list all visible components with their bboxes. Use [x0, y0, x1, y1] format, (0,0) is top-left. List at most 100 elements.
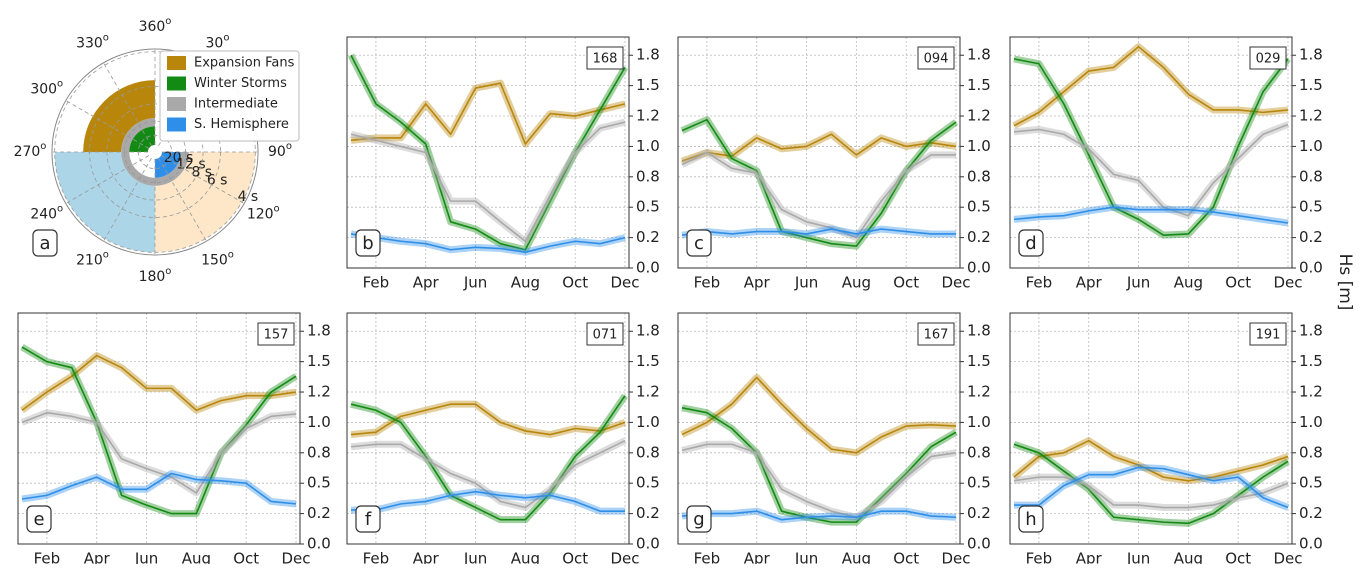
panel-label: b [362, 233, 373, 254]
angle-value: 240 [30, 207, 57, 223]
line [350, 54, 626, 251]
wedge [155, 152, 256, 253]
y-tick-label: 1.0 [1299, 413, 1323, 431]
y-tick-label: 0.5 [1299, 474, 1323, 492]
y-tick-label: 1.8 [1299, 46, 1323, 64]
y-tick-label: 0.2 [967, 504, 991, 522]
y-tick-label: 0.2 [1299, 504, 1323, 522]
y-tick-label: 0.2 [1299, 228, 1323, 246]
plot-frame [1009, 312, 1293, 545]
x-tick-label: Dec [941, 550, 970, 565]
y-tick-label: 1.8 [1299, 322, 1323, 340]
angle-tick-label: 180o [139, 266, 172, 285]
panel-label-box [1018, 505, 1044, 533]
x-tick-label: Feb [363, 550, 390, 565]
x-tick-label: Oct [233, 550, 259, 565]
panel-label-box [355, 505, 381, 533]
angle-value: 120 [247, 207, 274, 223]
panel-label: c [694, 233, 704, 254]
line [1013, 123, 1289, 217]
y-tick-label: 0.0 [967, 535, 991, 553]
x-tick-label: Apr [1076, 274, 1103, 292]
y-tick-label: 0.8 [636, 167, 660, 185]
angle-unit: o [228, 249, 234, 260]
y-tick-label: 1.0 [636, 413, 660, 431]
station-id: 157 [264, 328, 289, 343]
panel-label: f [365, 509, 372, 530]
y-tick-label: 0.2 [307, 504, 331, 522]
y-tick-label: 1.5 [967, 352, 991, 370]
y-tick-label: 1.5 [1299, 352, 1323, 370]
angle-grid [103, 157, 152, 242]
x-tick-label: Aug [511, 274, 540, 292]
x-tick-label: Oct [893, 274, 919, 292]
y-tick-label: 0.8 [1299, 443, 1323, 461]
x-tick-label: Dec [610, 550, 639, 565]
x-tick-label: Jun [463, 274, 487, 292]
x-tick-label: Apr [413, 550, 440, 565]
y-axis-label: Hs [m] [1335, 254, 1355, 311]
line [681, 376, 957, 454]
angle-grid [65, 100, 150, 149]
station-box [917, 46, 955, 70]
line [681, 133, 957, 162]
panel-label: a [39, 233, 50, 254]
panel-label: g [693, 509, 704, 530]
legend-swatch [167, 76, 186, 91]
angle-tick-label: 210o [76, 249, 109, 268]
x-tick-label: Jun [794, 274, 818, 292]
station-box [917, 322, 955, 346]
angle-grid [65, 155, 150, 204]
y-tick-label: 0.8 [636, 443, 660, 461]
x-tick-label: Aug [842, 274, 871, 292]
line [351, 490, 625, 512]
line [21, 354, 297, 412]
angle-tick-label: 150o [201, 249, 234, 268]
x-tick-label: Oct [893, 550, 919, 565]
y-tick-label: 1.5 [636, 76, 660, 94]
x-tick-label: Apr [84, 550, 111, 565]
angle-value: 30 [206, 36, 224, 52]
line [681, 118, 957, 247]
station-box [1249, 322, 1287, 346]
y-tick-label: 0.5 [636, 198, 660, 216]
panel-label: h [1025, 509, 1036, 530]
y-tick-label: 0.5 [967, 474, 991, 492]
angle-unit: o [165, 16, 171, 27]
y-tick-label: 1.8 [307, 322, 331, 340]
y-tick-label: 0.0 [1299, 259, 1323, 277]
legend-box [159, 50, 300, 142]
x-tick-label: Aug [1174, 274, 1203, 292]
line [350, 82, 626, 145]
outer-circle [51, 48, 259, 256]
y-tick-label: 1.2 [1299, 383, 1323, 401]
x-tick-label: Dec [941, 274, 970, 292]
station-box [257, 322, 295, 346]
angle-tick-label: 120o [247, 204, 280, 223]
r-tick-label: 6 s [207, 173, 228, 189]
x-tick-label: Apr [744, 274, 771, 292]
panel-label-box [26, 505, 52, 533]
x-tick-label: Aug [182, 550, 211, 565]
y-tick-label: 1.0 [967, 413, 991, 431]
angle-grid [103, 62, 152, 147]
y-tick-label: 0.2 [636, 228, 660, 246]
angle-value: 180 [139, 269, 166, 285]
x-tick-label: Dec [1273, 274, 1302, 292]
angle-value: 270 [14, 144, 41, 160]
line [350, 233, 626, 253]
x-tick-label: Apr [413, 274, 440, 292]
y-tick-label: 0.5 [1299, 198, 1323, 216]
wedge [129, 126, 155, 152]
y-tick-label: 1.8 [636, 322, 660, 340]
r-tick-label: 12 s [176, 156, 206, 172]
line [350, 403, 626, 436]
y-tick-label: 1.8 [636, 46, 660, 64]
y-tick-label: 1.8 [967, 46, 991, 64]
line [350, 439, 626, 509]
center-hole [148, 145, 162, 159]
line [350, 395, 626, 521]
y-tick-label: 1.2 [307, 383, 331, 401]
angle-unit: o [274, 204, 280, 215]
angle-unit: o [165, 266, 171, 277]
